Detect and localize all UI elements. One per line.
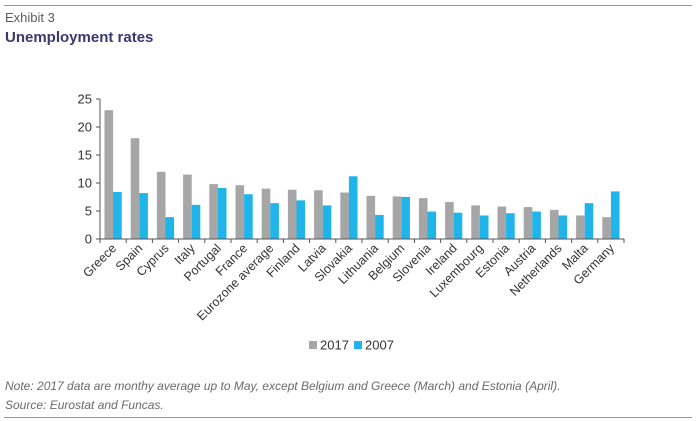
legend-swatch-2007 xyxy=(354,341,362,349)
bar-2007-estonia xyxy=(506,213,515,239)
bar-2017-lithuania xyxy=(366,195,376,239)
bar-2007-belgium xyxy=(401,197,410,239)
legend-swatch-2017 xyxy=(309,341,317,349)
y-tick-label: 10 xyxy=(78,176,92,191)
bar-2007-slovenia xyxy=(427,211,437,239)
notes-block: Note: 2017 data are monthy average up to… xyxy=(5,377,560,415)
bar-2017-finland xyxy=(287,189,297,239)
bar-2007-netherlands xyxy=(558,215,568,239)
bar-2017-luxembourg xyxy=(471,205,480,239)
bar-2007-ireland xyxy=(453,212,463,239)
bar-2017-netherlands xyxy=(549,209,559,239)
legend-label-2007: 2007 xyxy=(365,338,394,353)
bar-2007-luxembourg xyxy=(479,215,489,239)
chart-title: Unemployment rates xyxy=(5,29,154,46)
legend-label-2017: 2017 xyxy=(320,338,349,353)
y-tick-label: 0 xyxy=(85,232,92,247)
source-text: Source: Eurostat and Funcas. xyxy=(5,398,164,412)
bar-2017-estonia xyxy=(497,206,507,239)
bar-2017-france xyxy=(235,185,245,239)
y-tick-label: 5 xyxy=(85,204,92,219)
note-text: Note: 2017 data are monthy average up to… xyxy=(5,379,561,393)
bar-2017-eurozone-average xyxy=(261,188,271,239)
bar-2017-slovenia xyxy=(418,198,428,239)
bar-2007-cyprus xyxy=(165,217,175,239)
bar-2017-ireland xyxy=(445,202,454,239)
bar-2007-austria xyxy=(532,211,541,239)
bar-2007-slovakia xyxy=(348,176,358,239)
bar-2017-cyprus xyxy=(156,171,166,239)
bar-2007-france xyxy=(244,194,253,239)
y-tick-label: 20 xyxy=(78,120,92,135)
bar-2017-latvia xyxy=(314,190,323,239)
x-tick-label: Greece xyxy=(80,241,119,280)
bar-2007-germany xyxy=(610,191,620,239)
bar-2017-portugal xyxy=(209,184,218,239)
bar-2007-finland xyxy=(296,200,306,239)
top-rule xyxy=(4,5,692,6)
bar-2007-portugal xyxy=(217,188,227,239)
bar-2017-greece xyxy=(104,110,114,239)
bar-2017-spain xyxy=(130,138,140,239)
bar-2017-malta xyxy=(576,215,585,239)
bar-2017-belgium xyxy=(392,196,402,239)
bar-2007-spain xyxy=(139,193,148,239)
bar-2007-greece xyxy=(113,191,122,239)
bar-2007-eurozone-average xyxy=(270,203,279,239)
bottom-rule xyxy=(4,417,692,418)
exhibit-label: Exhibit 3 xyxy=(5,10,55,25)
bar-2007-lithuania xyxy=(375,214,384,239)
bar-2017-austria xyxy=(523,207,533,239)
y-tick-label: 25 xyxy=(78,92,92,107)
bar-2007-malta xyxy=(584,203,594,239)
bar-2007-italy xyxy=(191,204,201,239)
bar-2017-italy xyxy=(183,174,192,239)
bar-2017-germany xyxy=(602,217,611,239)
bar-2007-latvia xyxy=(322,205,332,239)
bar-2017-slovakia xyxy=(340,192,349,239)
y-tick-label: 15 xyxy=(78,148,92,163)
